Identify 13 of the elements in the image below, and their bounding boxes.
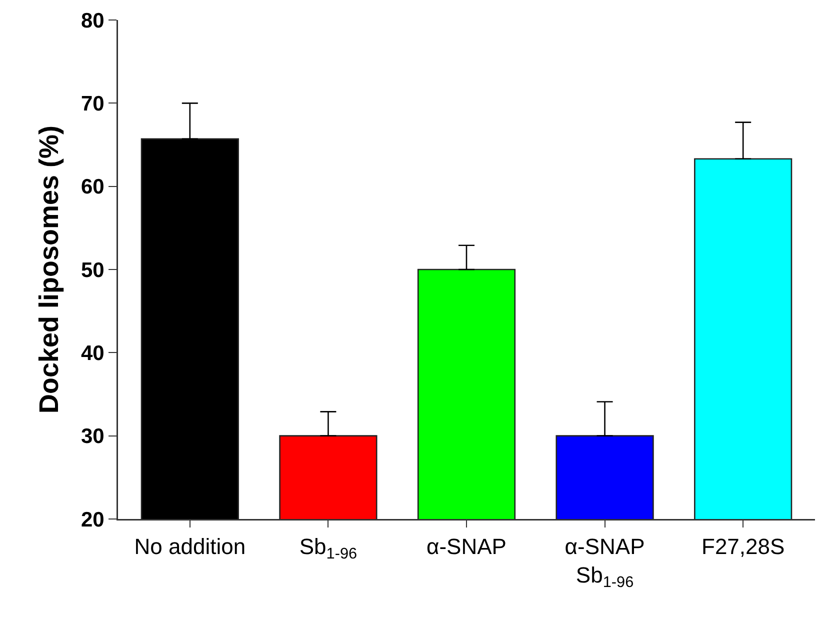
y-tick-label: 60: [80, 176, 104, 199]
y-tick-label: 80: [80, 9, 104, 32]
x-tick-label: F27,28S: [702, 534, 785, 559]
x-tick-label: No addition: [134, 534, 246, 559]
x-tick-label: Sb$_{1-96}$: [299, 534, 358, 563]
y-tick-label: 50: [80, 258, 104, 282]
y-tick-label: 70: [80, 92, 104, 116]
y-tick-label: 20: [80, 508, 104, 532]
y-axis-title: Docked liposomes (%): [34, 125, 64, 414]
y-tick-label: 30: [80, 425, 104, 448]
y-tick-label: 40: [80, 342, 104, 366]
x-tick-label: α-SNAP: [426, 534, 506, 559]
x-tick-label: α-SNAP Sb$_{1-96}$: [564, 534, 645, 592]
